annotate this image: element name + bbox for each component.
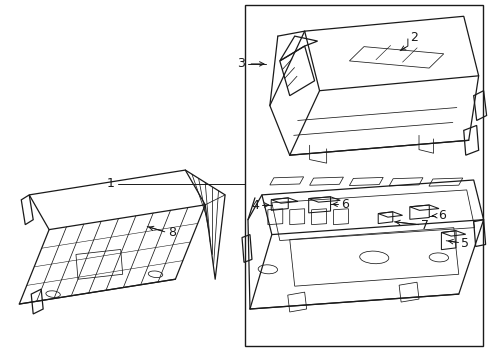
Text: 2: 2 bbox=[409, 31, 417, 44]
Text: 6: 6 bbox=[437, 209, 445, 222]
Text: 6: 6 bbox=[340, 198, 348, 211]
Bar bbox=[245, 5, 482, 346]
Text: 3: 3 bbox=[236, 57, 244, 71]
Text: 5: 5 bbox=[460, 237, 468, 250]
Text: 7: 7 bbox=[421, 219, 428, 232]
Text: 4: 4 bbox=[251, 198, 259, 212]
Text: 8: 8 bbox=[167, 226, 175, 239]
Text: 1: 1 bbox=[106, 177, 114, 190]
